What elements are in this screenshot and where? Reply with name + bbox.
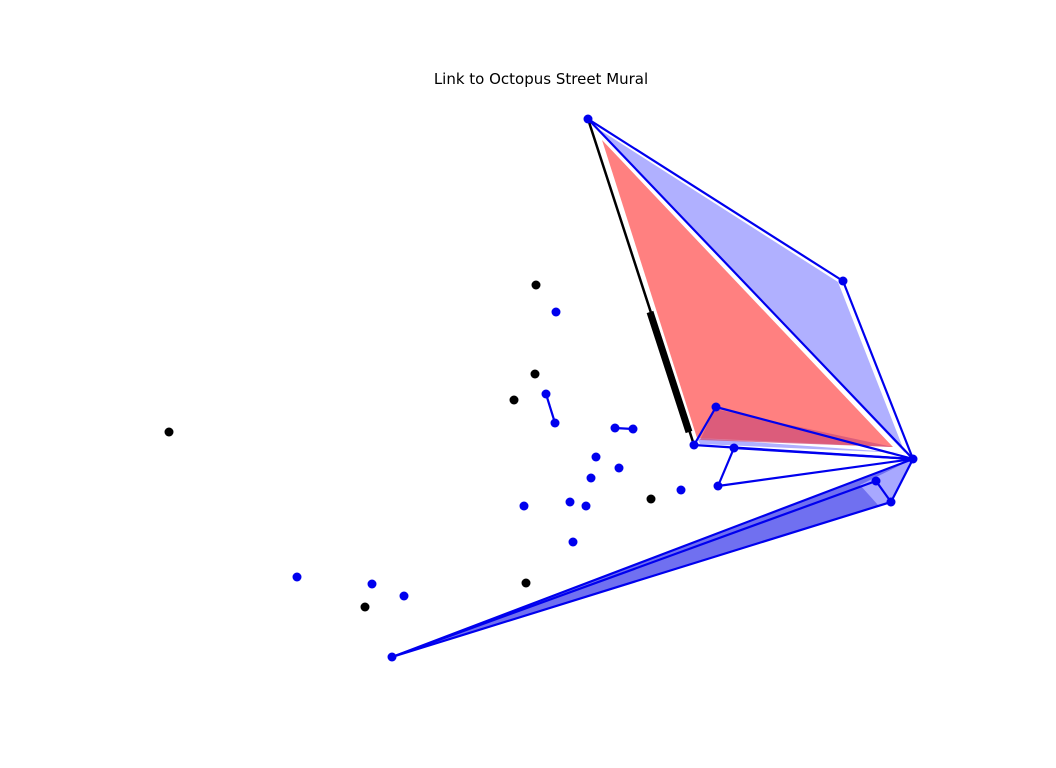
black-node — [530, 369, 540, 379]
blue-node — [367, 579, 377, 589]
edge — [841, 280, 915, 460]
blue-node — [551, 307, 561, 317]
black-node — [509, 395, 519, 405]
black-node — [521, 578, 531, 588]
edge — [890, 458, 914, 503]
blue-node — [583, 114, 593, 124]
blue-node — [399, 591, 409, 601]
black-node — [164, 427, 174, 437]
black-edge-thick — [646, 310, 693, 434]
edge — [391, 500, 892, 659]
figure-title: Link to Octopus Street Mural — [434, 70, 648, 88]
edge — [587, 118, 844, 282]
edge — [391, 479, 877, 659]
blue-node — [713, 481, 723, 491]
edge — [544, 393, 557, 424]
edge — [717, 457, 914, 488]
blue-node — [387, 652, 397, 662]
edge — [693, 406, 717, 446]
blue-node — [292, 572, 302, 582]
edge — [715, 405, 914, 461]
black-nodes — [164, 280, 656, 612]
blue-node — [586, 473, 596, 483]
black-node — [646, 494, 656, 504]
blue-node — [908, 454, 918, 464]
blue-nodes — [292, 114, 918, 662]
edge — [587, 118, 914, 460]
black-node — [531, 280, 541, 290]
edge — [716, 447, 736, 487]
blue-node — [519, 501, 529, 511]
blue-node — [711, 402, 721, 412]
filled-regions — [392, 130, 913, 657]
blue-node — [610, 423, 620, 433]
blue-node — [729, 443, 739, 453]
blue-node — [541, 389, 551, 399]
edge — [733, 446, 914, 461]
blue-node — [886, 497, 896, 507]
black-edges — [586, 118, 696, 446]
blue-node — [689, 440, 699, 450]
blue-node — [568, 537, 578, 547]
red-triangle — [602, 140, 893, 447]
edge — [391, 457, 914, 659]
blue-node — [581, 501, 591, 511]
blue-node — [871, 476, 881, 486]
light-blue-wedge-tip — [860, 459, 913, 505]
blue-edges — [391, 118, 915, 659]
blue-node — [628, 424, 638, 434]
blue-node — [614, 463, 624, 473]
blue-node — [676, 485, 686, 495]
blue-node — [838, 276, 848, 286]
blue-node — [591, 452, 601, 462]
black-node — [360, 602, 370, 612]
blue-node — [565, 497, 575, 507]
blue-node — [550, 418, 560, 428]
